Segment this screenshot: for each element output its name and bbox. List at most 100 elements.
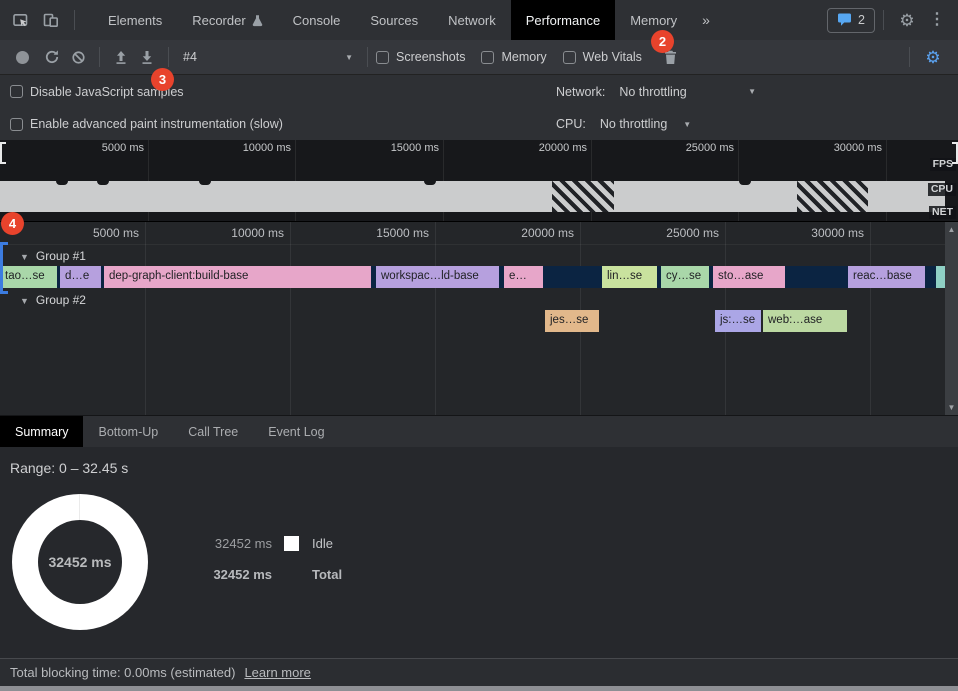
legend-label: Total: [312, 566, 343, 582]
triangle-down-icon: ▼: [20, 296, 29, 306]
clear-recording-icon[interactable]: [65, 45, 91, 69]
flame-event-bar[interactable]: lin…se: [602, 266, 657, 288]
learn-more-link[interactable]: Learn more: [244, 665, 311, 680]
legend-value: 32452 ms: [214, 535, 272, 551]
tab-elements[interactable]: Elements: [93, 0, 177, 40]
overview-gridline: [295, 140, 296, 221]
cpu-label: CPU:: [556, 117, 586, 131]
flame-event-bar[interactable]: e…: [504, 266, 543, 288]
device-toolbar-icon[interactable]: [36, 6, 66, 34]
flame-chart[interactable]: ▲ ▼ 5000 ms 10000 ms 15000 ms 20000 ms 25000…: [0, 222, 958, 415]
overview-tick-label: 25000 ms: [685, 142, 734, 154]
event-bar-row: jes…se js:…se web:…ase: [0, 310, 941, 332]
annotation-badge-3: 3: [151, 68, 174, 91]
advanced-paint-label: Enable advanced paint instrumentation (s…: [30, 117, 283, 131]
scroll-up-icon[interactable]: ▲: [947, 225, 956, 234]
scroll-down-icon[interactable]: ▼: [947, 403, 956, 412]
overview-right-handle[interactable]: [952, 142, 958, 164]
overview-tick-label: 30000 ms: [833, 142, 882, 154]
event-bar-row: tao…se d…e dep-graph-client:build-base work…: [0, 266, 946, 288]
flame-event-bar[interactable]: js:…se: [715, 310, 761, 332]
divider: [367, 47, 368, 67]
selected-track-bracket: [0, 242, 8, 294]
tab-event-log[interactable]: Event Log: [268, 424, 325, 439]
checkbox-web-vitals[interactable]: Web Vitals: [562, 50, 642, 64]
tab-bottom-up[interactable]: Bottom-Up: [98, 424, 159, 439]
flame-event-bar[interactable]: tao…se: [0, 266, 57, 288]
network-throttling-select[interactable]: Network: No throttling ▼: [556, 85, 756, 99]
reload-and-record-icon[interactable]: [39, 45, 65, 69]
donut-seam: [79, 494, 80, 521]
chat-bubble-icon: [837, 12, 852, 29]
checkbox-icon: [376, 50, 389, 64]
capture-settings-row-2: Enable advanced paint instrumentation (s…: [0, 108, 958, 140]
flame-event-bar[interactable]: [936, 266, 946, 288]
flame-event-bar[interactable]: sto…ase: [713, 266, 785, 288]
inspect-element-icon[interactable]: [6, 6, 36, 34]
flame-tick-label: 20000 ms: [521, 226, 574, 240]
chevron-down-icon: ▼: [345, 52, 353, 62]
overview-gridline: [738, 140, 739, 221]
kebab-menu-icon[interactable]: ⋮: [929, 11, 945, 28]
checkbox-memory[interactable]: Memory: [481, 50, 547, 64]
overview-tick-label: 20000 ms: [538, 142, 587, 154]
tab-performance[interactable]: Performance: [510, 0, 616, 40]
flame-event-bar[interactable]: workspac…ld-base: [376, 266, 499, 288]
disable-js-samples-label: Disable JavaScript samples: [30, 84, 184, 99]
divider: [74, 10, 75, 30]
tbt-text: Total blocking time: 0.00ms (estimated): [10, 665, 236, 680]
flame-event-bar[interactable]: cy…se: [661, 266, 709, 288]
overview-gridline: [886, 140, 887, 221]
flask-icon: [252, 14, 263, 27]
console-messages-button[interactable]: 2: [827, 7, 875, 33]
tab-label: Memory: [630, 12, 678, 28]
flame-tick-label: 30000 ms: [811, 226, 864, 240]
disable-js-samples-checkbox[interactable]: Disable JavaScript samples: [10, 85, 184, 99]
tab-label: Recorder: [192, 12, 246, 28]
group-header-1[interactable]: ▼ Group #1: [0, 246, 945, 266]
flame-gridline: [870, 222, 871, 415]
tab-call-tree[interactable]: Call Tree: [188, 424, 239, 439]
save-profile-icon[interactable]: [134, 45, 160, 69]
tab-memory[interactable]: Memory: [615, 0, 692, 40]
advanced-paint-checkbox[interactable]: Enable advanced paint instrumentation (s…: [10, 117, 283, 131]
flame-gridline: [435, 222, 436, 415]
recording-history-select[interactable]: #4 ▼: [177, 50, 359, 64]
flame-event-bar[interactable]: dep-graph-client:build-base: [104, 266, 371, 288]
overview-tick-label: 5000 ms: [101, 142, 144, 154]
annotation-badge-2: 2: [651, 30, 674, 53]
triangle-down-icon: ▼: [20, 252, 29, 262]
history-selected-label: #4: [183, 50, 197, 64]
tab-sources[interactable]: Sources: [355, 0, 433, 40]
cpu-throttling-select[interactable]: CPU: No throttling ▼: [556, 117, 691, 131]
record-button[interactable]: [16, 50, 29, 64]
more-tabs-chevron[interactable]: »: [702, 12, 710, 28]
overview-left-handle[interactable]: [0, 142, 6, 164]
legend-value: 32452 ms: [213, 566, 272, 582]
network-label: Network:: [556, 84, 606, 99]
flame-event-bar[interactable]: jes…se: [545, 310, 599, 332]
trash-icon[interactable]: [658, 45, 684, 69]
load-profile-icon[interactable]: [108, 45, 134, 69]
tab-network[interactable]: Network: [433, 0, 511, 40]
summary-panel: Range: 0 – 32.45 s 32452 ms 32452 ms Idle…: [0, 447, 958, 658]
tab-recorder[interactable]: Recorder: [177, 0, 277, 40]
cpu-hatched-region: [552, 181, 614, 212]
vertical-scrollbar[interactable]: ▲ ▼: [945, 222, 958, 415]
settings-gear-icon[interactable]: ⚙: [899, 10, 915, 30]
checkbox-screenshots[interactable]: Screenshots: [376, 50, 465, 64]
flame-event-bar[interactable]: reac…base: [848, 266, 925, 288]
summary-donut-chart: 32452 ms: [12, 494, 148, 630]
overview-gridline: [148, 140, 149, 221]
range-label: Range: 0 – 32.45 s: [10, 460, 129, 476]
overview-tick-label: 10000 ms: [242, 142, 291, 154]
flame-event-bar[interactable]: web:…ase: [763, 310, 847, 332]
tab-console[interactable]: Console: [278, 0, 356, 40]
timeline-overview[interactable]: 5000 ms 10000 ms 15000 ms 20000 ms 25000 ms 3…: [0, 140, 958, 222]
annotation-badge-4: 4: [1, 212, 24, 235]
tab-summary[interactable]: Summary: [0, 416, 84, 447]
flame-tick-label: 5000 ms: [92, 226, 139, 240]
capture-settings-gear-icon[interactable]: ⚙: [925, 47, 941, 67]
flame-event-bar[interactable]: d…e: [60, 266, 101, 288]
group-header-2[interactable]: ▼ Group #2: [0, 290, 945, 310]
